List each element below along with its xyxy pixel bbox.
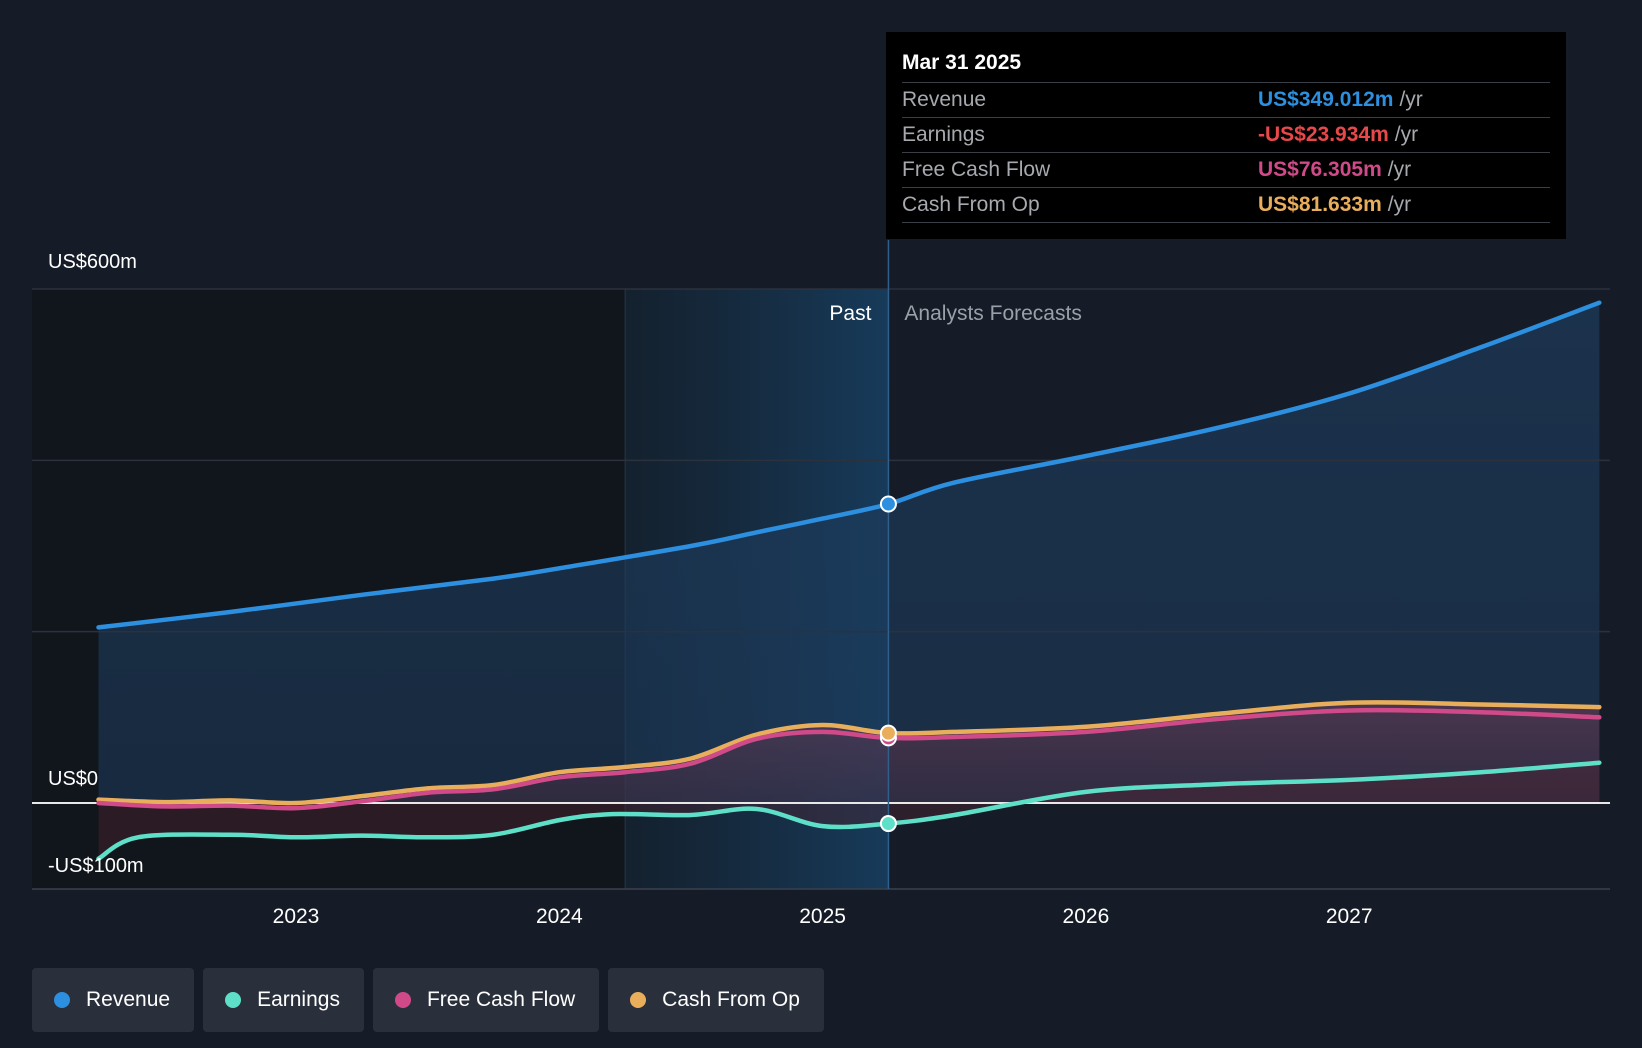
tooltip-date: Mar 31 2025	[902, 51, 1022, 74]
forecast-label: Analysts Forecasts	[904, 302, 1081, 325]
y-axis-label: -US$100m	[48, 855, 144, 877]
cash-from-op-line	[96, 700, 1602, 806]
legend-dot-icon	[394, 992, 411, 1008]
tooltip-label: Earnings	[902, 123, 985, 146]
revenue-marker	[879, 495, 897, 513]
tooltip-unit: /yr	[1387, 193, 1412, 216]
tooltip-label: Cash From Op	[902, 193, 1040, 216]
cash-from-op-area	[98, 702, 1600, 804]
x-tick-label: 2027	[1326, 905, 1373, 928]
legend-item-cash-from-op[interactable]: Cash From Op	[608, 968, 824, 1032]
tooltip-label: Revenue	[902, 88, 987, 111]
free-cash-flow-line	[96, 707, 1602, 811]
legend-dot-icon	[630, 992, 647, 1008]
past-label: Past	[829, 302, 871, 325]
tooltip-row-free-cash-flow: Free Cash Flow US$76.305m /yr	[902, 152, 1550, 187]
tooltip-value: US$349.012m	[1258, 88, 1394, 111]
tooltip-unit: /yr	[1394, 123, 1419, 146]
legend-item-revenue[interactable]: Revenue	[32, 968, 195, 1032]
x-tick-label: 2025	[799, 905, 846, 928]
series-lines	[96, 300, 1602, 861]
tooltip-label: Free Cash Flow	[902, 158, 1051, 181]
legend-label: Cash From Op	[662, 988, 800, 1011]
legend: Revenue Earnings Free Cash Flow Cash Fro…	[32, 968, 824, 1032]
legend-dot-icon	[225, 992, 242, 1008]
tooltip-row-earnings: Earnings -US$23.934m /yr	[902, 117, 1550, 152]
x-tick-label: 2026	[1063, 905, 1110, 928]
tooltip-unit: /yr	[1399, 88, 1423, 111]
tooltip-row-revenue: Revenue US$349.012m /yr	[902, 82, 1550, 117]
cash-from-op-marker	[879, 724, 897, 742]
tooltip-value: US$81.633m	[1258, 193, 1382, 216]
tooltip-value: US$76.305m	[1258, 158, 1382, 181]
earnings-line	[96, 760, 1602, 861]
revenue-line	[96, 300, 1602, 630]
tooltip-row-cash-from-op: Cash From Op US$81.633m /yr	[902, 187, 1550, 223]
legend-label: Earnings	[257, 988, 340, 1011]
tooltip: Mar 31 2025 Revenue US$349.012m /yr Earn…	[886, 32, 1566, 239]
hover-markers	[879, 495, 897, 833]
legend-item-free-cash-flow[interactable]: Free Cash Flow	[372, 968, 600, 1032]
chart-labels: US$600m US$0 -US$100m 2023 2024 2025 2026 2027 P…	[48, 251, 1373, 928]
tooltip-value: -US$23.934m	[1258, 123, 1389, 146]
y-axis-label: US$600m	[48, 251, 137, 273]
legend-label: Free Cash Flow	[426, 988, 576, 1011]
x-tick-label: 2023	[273, 905, 320, 928]
legend-label: Revenue	[86, 988, 171, 1011]
tooltip-unit: /yr	[1387, 158, 1412, 181]
x-tick-label: 2024	[536, 905, 583, 928]
legend-dot-icon	[54, 992, 70, 1008]
legend-item-earnings[interactable]: Earnings	[203, 968, 364, 1032]
y-axis-label: US$0	[48, 768, 98, 790]
earnings-marker	[879, 815, 897, 833]
